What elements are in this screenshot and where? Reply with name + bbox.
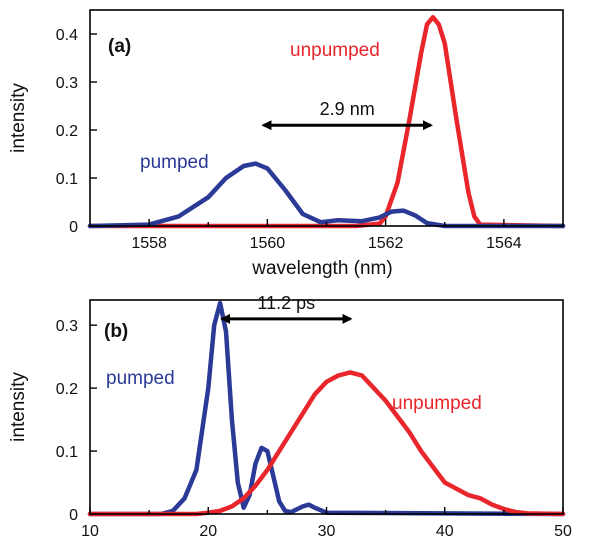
y-axis-title: intensity [8, 83, 29, 153]
x-tick-label: 1560 [250, 235, 286, 252]
series-label-unpumped: unpumped [392, 393, 482, 414]
x-tick-label: 40 [436, 523, 454, 540]
y-tick-label: 0.2 [56, 123, 78, 140]
series-line-unpumped [87, 370, 566, 517]
x-tick-label: 10 [81, 523, 99, 540]
y-tick-label: 0 [69, 219, 78, 236]
series-label-pumped: pumped [140, 152, 209, 173]
y-tick-label: 0.4 [56, 27, 78, 44]
y-tick-label: 0 [69, 507, 78, 524]
y-axis-title: intensity [8, 372, 29, 442]
x-tick-label: 1564 [486, 235, 522, 252]
series-label-unpumped: unpumped [290, 40, 380, 61]
x-tick-label: 1558 [131, 235, 167, 252]
x-tick-label: 20 [199, 523, 217, 540]
x-axis-title: wavelength (nm) [251, 258, 392, 279]
y-tick-label: 0.2 [56, 381, 78, 398]
y-tick-label: 0.3 [56, 318, 78, 335]
plot-frame [89, 299, 564, 515]
series-line-pumped [87, 300, 566, 517]
y-tick-label: 0.1 [56, 171, 78, 188]
y-tick-label: 0.3 [56, 75, 78, 92]
y-tick-label: 0.1 [56, 444, 78, 461]
panel-a: 1558 1560 1562 1564 0 0.1 0.2 0.3 0.4 intensity wa… [8, 9, 566, 279]
panel-b: 10 20 30 40 50 0 0.1 0.2 0.3 intensity (b) pumped un… [8, 293, 572, 540]
series-line-pumped [87, 161, 566, 229]
x-tick-label: 1562 [368, 235, 404, 252]
x-tick-label: 50 [554, 523, 572, 540]
x-tick-label: 30 [318, 523, 336, 540]
panel-label: (b) [104, 321, 128, 342]
span-annotation: 2.9 nm [320, 99, 375, 119]
series-label-pumped: pumped [106, 368, 175, 389]
span-annotation: 11.2 ps [257, 293, 315, 313]
panel-label: (a) [108, 36, 131, 57]
series-line-unpumped [87, 14, 566, 229]
